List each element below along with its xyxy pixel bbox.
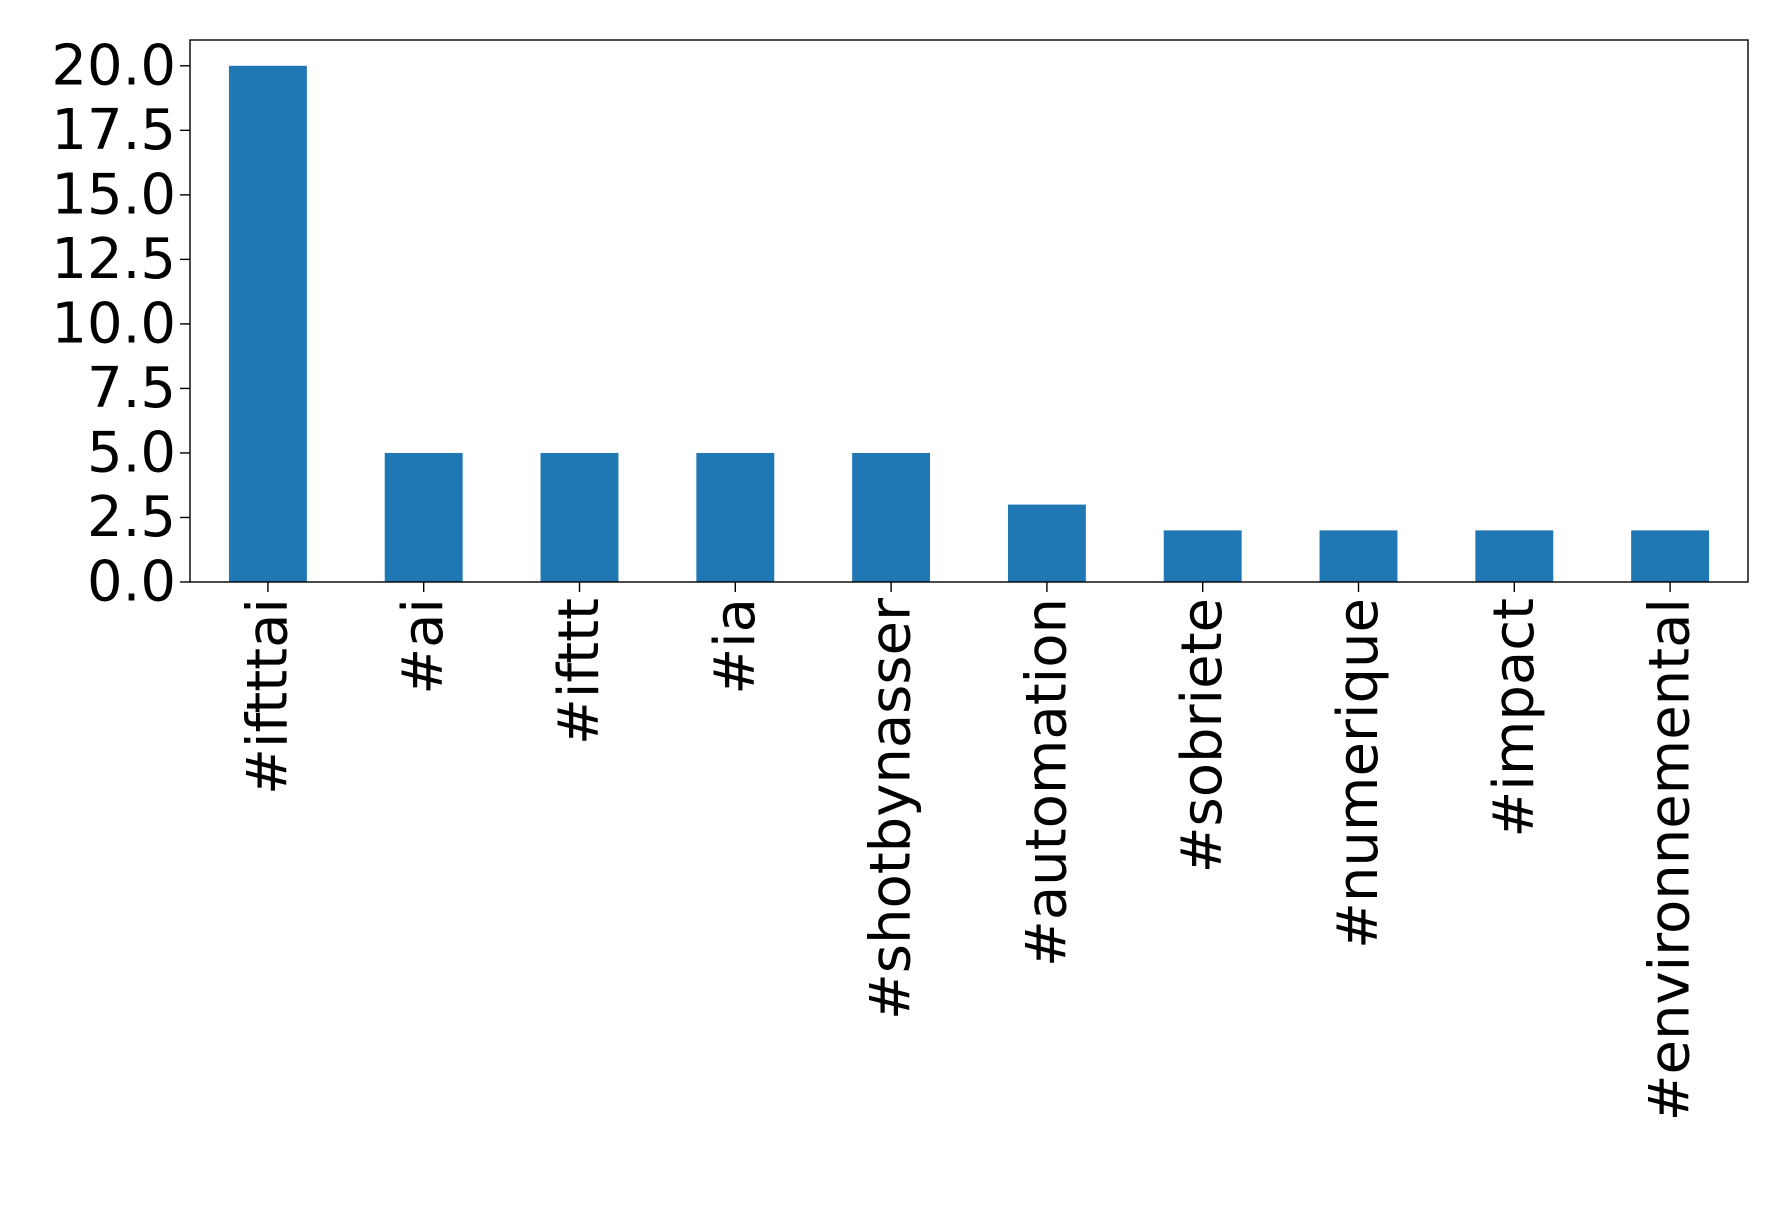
bar-5 xyxy=(1007,504,1086,582)
x-tick-label: #ai xyxy=(391,598,456,695)
y-axis: 0.02.55.07.510.012.515.017.520.0 xyxy=(51,33,190,615)
x-tick-label: #ifttt xyxy=(547,598,612,745)
x-tick-label: #iftttai xyxy=(235,598,300,795)
y-tick-label: 20.0 xyxy=(51,33,176,98)
x-tick-label: #ia xyxy=(703,598,768,695)
bar-2 xyxy=(540,452,619,582)
x-tick-label: #sobriete xyxy=(1170,598,1235,873)
x-tick-label: #numerique xyxy=(1326,598,1391,949)
y-tick-label: 2.5 xyxy=(87,485,176,550)
x-tick-label: #shotbynasser xyxy=(859,597,924,1020)
x-axis: #iftttai #ai #ifttt #ia #shotbynasser #automa… xyxy=(235,582,1703,1121)
bar-7 xyxy=(1319,530,1398,582)
y-tick-label: 0.0 xyxy=(87,550,176,615)
plot-frame xyxy=(189,39,1749,583)
bar-9 xyxy=(1631,530,1710,582)
bar-0 xyxy=(228,65,307,583)
y-tick-label: 12.5 xyxy=(51,227,176,292)
bar-1 xyxy=(384,452,463,582)
x-tick-label: #impact xyxy=(1482,598,1547,838)
bars-layer xyxy=(228,65,1710,583)
x-tick-label: #automation xyxy=(1014,598,1079,967)
y-tick-label: 5.0 xyxy=(87,420,176,485)
bar-3 xyxy=(696,452,775,582)
y-tick-label: 15.0 xyxy=(51,162,176,227)
bar-6 xyxy=(1163,530,1242,582)
y-tick-label: 17.5 xyxy=(51,98,176,163)
bar-8 xyxy=(1475,530,1554,582)
y-tick-label: 7.5 xyxy=(87,356,176,421)
y-tick-label: 10.0 xyxy=(51,291,176,356)
bar-4 xyxy=(852,452,931,582)
x-tick-label: #environnemental xyxy=(1638,598,1703,1121)
